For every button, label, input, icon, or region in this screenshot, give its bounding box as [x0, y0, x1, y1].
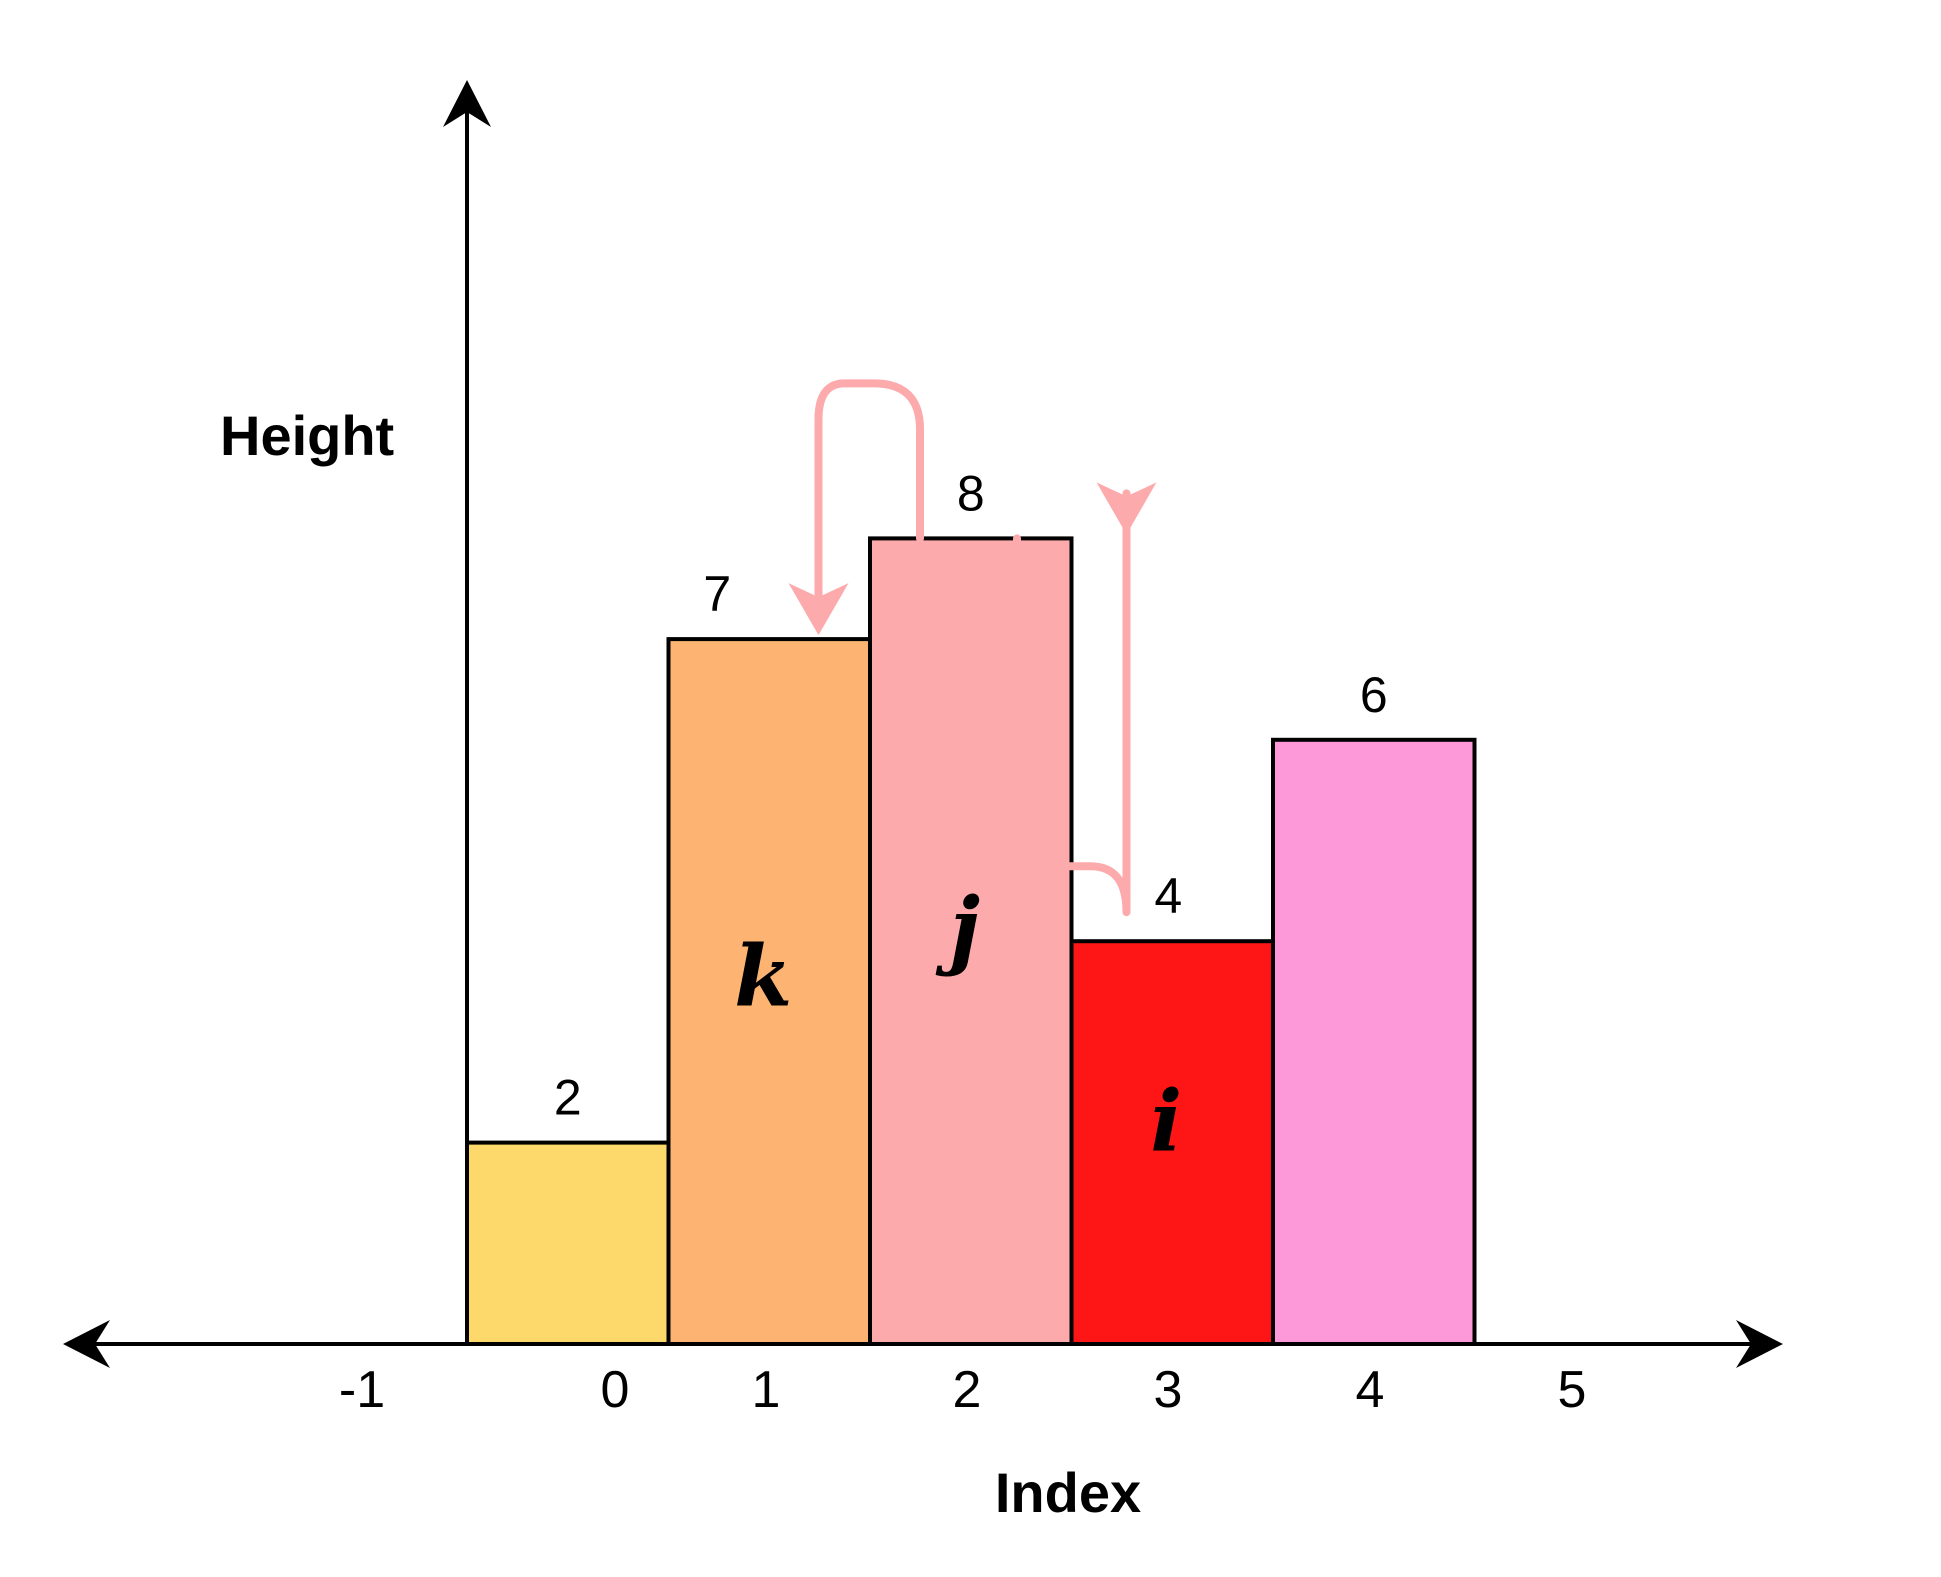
value-label-index-2: 8	[957, 465, 985, 521]
x-tick-label-neg1: -1	[339, 1361, 385, 1419]
x-tick-label-5: 5	[1558, 1361, 1587, 1419]
value-label-index-0: 2	[554, 1070, 582, 1126]
value-label-index-3: 4	[1154, 868, 1182, 924]
jump-arrow-2-to-1-head	[788, 583, 849, 636]
x-tick-label-4: 4	[1356, 1361, 1385, 1419]
x-tick-label-0: 0	[601, 1361, 630, 1419]
value-label-index-4: 6	[1360, 667, 1388, 723]
x-axis-title: Index	[995, 1461, 1141, 1524]
jump-arrows-layer	[788, 379, 1157, 917]
y-axis-title: Height	[220, 404, 394, 467]
bar-letter-k: k	[734, 927, 792, 1026]
bar-index-2	[868, 536, 1074, 1346]
x-tick-label-1: 1	[752, 1361, 781, 1419]
x-axis-right-arrow	[1736, 1320, 1783, 1368]
jump-arrow-3-to-2	[1013, 489, 1131, 917]
bar-index-0	[465, 1140, 671, 1346]
x-tick-label-2: 2	[953, 1361, 982, 1419]
bars-layer	[465, 536, 1477, 1346]
x-axis-left-arrow	[63, 1320, 110, 1368]
value-label-index-1: 7	[703, 566, 731, 622]
jump-arrow-3-to-2-head	[1096, 482, 1157, 535]
bar-index-4	[1271, 737, 1477, 1346]
bar-index-1	[666, 637, 872, 1346]
y-axis-up-arrow	[443, 80, 491, 127]
bar-letter-i: i	[1150, 1072, 1182, 1171]
jump-arrow-2-to-1	[814, 379, 924, 599]
bar-index-3	[1069, 939, 1275, 1346]
x-tick-label-3: 3	[1154, 1361, 1183, 1419]
